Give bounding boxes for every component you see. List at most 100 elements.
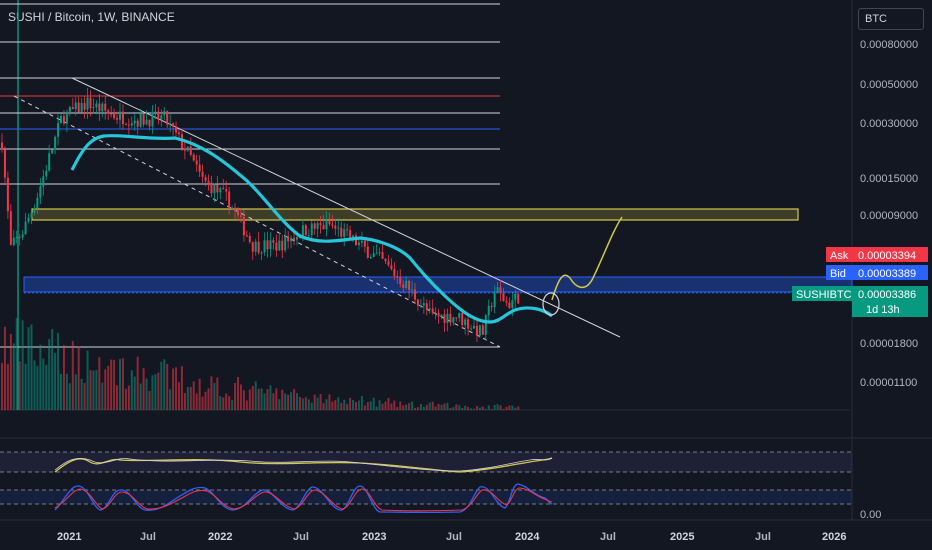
candle-body: [366, 246, 369, 258]
candle-body: [151, 112, 154, 127]
y-tick: 0.00015000: [860, 173, 918, 185]
volume-bar: [263, 393, 266, 410]
volume-bar: [517, 406, 520, 410]
volume-bar: [422, 406, 425, 410]
volume-bar: [502, 409, 505, 410]
candle-body: [80, 102, 83, 112]
candle-body: [163, 111, 166, 116]
volume-bar: [216, 377, 219, 410]
volume-bar: [337, 397, 340, 410]
volume-bar: [331, 401, 334, 410]
bid-price: 0.00003389: [858, 268, 916, 280]
candle-body: [307, 235, 310, 237]
candle-body: [428, 308, 431, 310]
candle-body: [248, 235, 251, 242]
support-zone[interactable]: [23, 276, 853, 293]
candle-body: [119, 111, 121, 120]
time-axis: 2021 Jul 2022 Jul 2023 Jul 2024 Jul 2025…: [57, 531, 846, 543]
candle-body: [142, 113, 145, 125]
volume-bar: [142, 367, 145, 410]
volume-bar: [139, 383, 142, 410]
candle-body: [77, 102, 80, 112]
volume-bar: [180, 366, 183, 410]
volume-bar: [278, 399, 281, 410]
highlight-circle[interactable]: [542, 292, 560, 316]
ema-line: [70, 134, 554, 324]
volume-bar: [169, 389, 172, 410]
candle-body: [121, 111, 124, 124]
candle-body: [169, 123, 172, 125]
volume-bar: [284, 393, 287, 410]
candle-body: [452, 317, 455, 323]
descending-trendline[interactable]: [71, 77, 621, 338]
volume-bar: [251, 386, 254, 410]
candle-body: [98, 103, 101, 112]
candle-body: [304, 225, 307, 236]
candle-body: [45, 170, 48, 177]
candle-body: [231, 207, 234, 209]
x-tick: Jul: [755, 531, 771, 543]
volume-bar: [313, 394, 316, 410]
volume-bar: [80, 378, 83, 410]
volume-bar: [402, 405, 405, 410]
volume-bar: [455, 404, 458, 410]
candle-body: [514, 293, 517, 301]
volume-bar: [30, 324, 33, 410]
candle-body: [343, 229, 346, 237]
last-price-tag: SUSHIBTC 0.00003386 1d 13h: [792, 286, 928, 317]
volume-bar: [121, 358, 124, 410]
volume-bar: [239, 384, 242, 410]
candle-body: [443, 314, 446, 323]
candle-body: [499, 287, 502, 294]
volume-bar: [104, 369, 107, 410]
candle-body: [192, 154, 195, 161]
volume-bar: [163, 359, 166, 410]
volume-bar: [15, 317, 18, 410]
volume-bar: [304, 397, 307, 410]
volume-bar: [151, 375, 154, 410]
volume-bar: [113, 359, 116, 410]
x-tick: 2022: [208, 531, 232, 543]
candle-body: [6, 177, 9, 212]
volume-bar: [266, 389, 269, 410]
candle-body: [157, 111, 160, 120]
volume-bar: [12, 343, 15, 410]
volume-bar: [481, 406, 484, 410]
candle-body: [313, 223, 316, 229]
candle-body: [416, 299, 419, 306]
resistance-zone[interactable]: [31, 208, 799, 221]
candle-body: [493, 293, 496, 308]
projection-path[interactable]: [551, 216, 623, 301]
volume-bar: [296, 393, 298, 410]
volume-bar: [281, 389, 284, 410]
volume-bar: [493, 404, 496, 410]
candle-body: [284, 236, 287, 251]
candle-body: [296, 237, 298, 240]
candle-body: [263, 240, 266, 253]
volume-bar: [316, 397, 319, 410]
volume-bar: [213, 383, 216, 410]
volume-bar: [478, 407, 481, 410]
candle-body: [393, 269, 396, 276]
candle-body: [36, 197, 39, 209]
candle-body: [467, 319, 470, 329]
candle-body: [517, 293, 520, 304]
volume-bar: [366, 402, 369, 410]
volume-bar: [484, 408, 487, 410]
candle-body: [33, 208, 36, 213]
candle-body: [325, 220, 328, 230]
volume-bar: [68, 383, 71, 410]
currency-button[interactable]: BTC: [858, 8, 924, 30]
candle-body: [110, 113, 113, 115]
candle-body: [425, 303, 428, 310]
candle-body: [207, 180, 210, 183]
candle-body: [9, 211, 12, 246]
candle-body: [357, 242, 360, 246]
volume-bar: [434, 406, 437, 410]
x-tick: 2025: [670, 531, 694, 543]
volume-bar: [157, 372, 160, 410]
candle-body: [133, 120, 136, 124]
volume-bar: [160, 361, 163, 410]
volume-bar: [387, 397, 390, 410]
